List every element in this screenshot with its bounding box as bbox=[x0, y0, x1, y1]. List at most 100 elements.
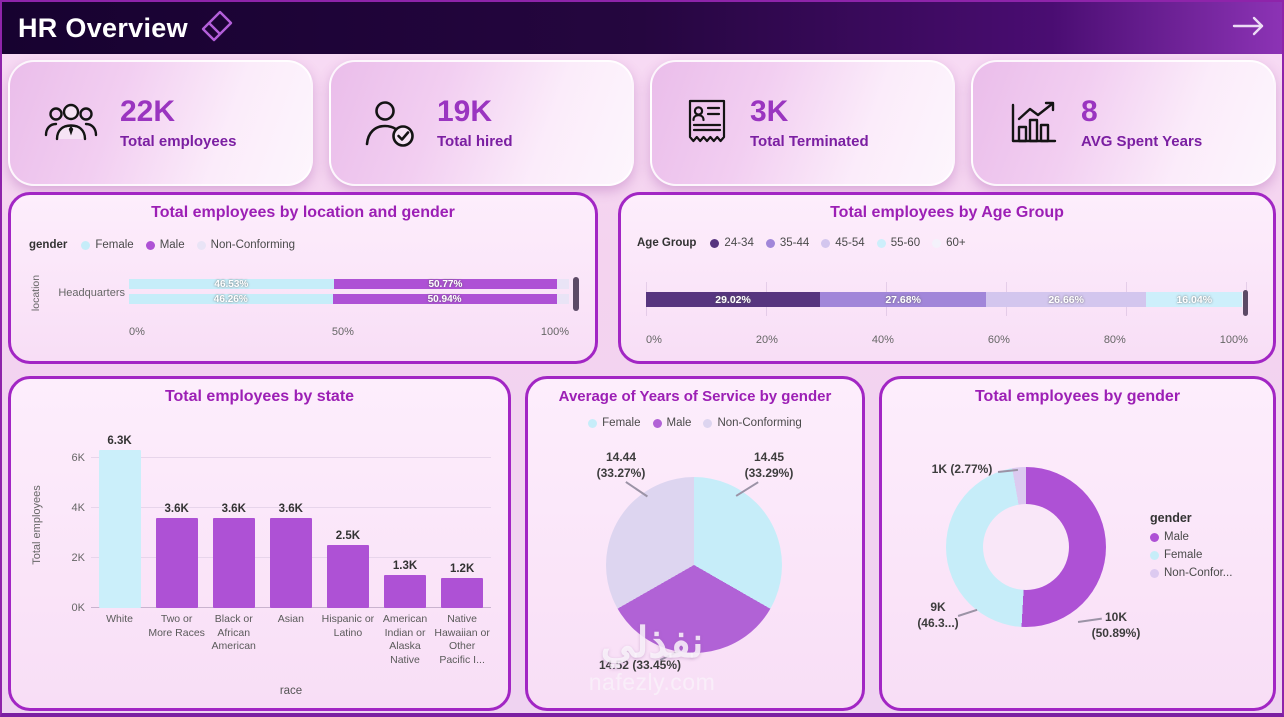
x-tick: 60% bbox=[987, 334, 1010, 346]
donut-chart[interactable] bbox=[946, 467, 1106, 627]
legend: Female Male Non-Conforming bbox=[528, 417, 862, 429]
stacked-bar[interactable]: 29.02% 27.68% 26.66% 16.04% bbox=[646, 292, 1246, 307]
chart-panel-location-gender: Total employees by location and gender g… bbox=[8, 192, 598, 364]
legend-dot-icon bbox=[876, 238, 886, 248]
legend-item-non-conforming[interactable]: Non-Conforming bbox=[196, 239, 295, 251]
legend-title: gender bbox=[1150, 511, 1192, 525]
bar-column-hispanic-or-latino: 2.5K bbox=[319, 530, 376, 608]
bar[interactable] bbox=[441, 578, 484, 608]
kpi-card-total-hired[interactable]: 19K Total hired bbox=[329, 60, 634, 186]
legend-item-45-54[interactable]: 45-54 bbox=[821, 237, 865, 249]
person-check-icon bbox=[363, 98, 417, 148]
legend-item-male[interactable]: Male bbox=[652, 417, 691, 429]
kpi-label: Total employees bbox=[120, 132, 237, 150]
kpi-card-total-employees[interactable]: 22K Total employees bbox=[8, 60, 313, 186]
callout-value: 14.45 bbox=[753, 450, 785, 464]
bar-segment-label: 46.53% bbox=[214, 278, 249, 290]
legend-label: 60+ bbox=[946, 237, 966, 249]
kpi-row: 22K Total employees 19K Total hired bbox=[8, 60, 1276, 186]
legend-item-male[interactable]: Male bbox=[1150, 531, 1232, 543]
legend-item-non-conforming[interactable]: Non-Conforming bbox=[703, 417, 802, 429]
legend-label: 45-54 bbox=[835, 237, 865, 249]
legend-dot-icon bbox=[1150, 568, 1159, 578]
legend-label: 55-60 bbox=[890, 237, 921, 249]
middle-row: Total employees by location and gender g… bbox=[8, 192, 1276, 364]
callout-percent: (33.45%) bbox=[632, 658, 682, 672]
kpi-card-total-terminated[interactable]: 3K Total Terminated bbox=[650, 60, 955, 186]
legend: Age Group 24-34 35-44 45-54 55-60 60+ bbox=[637, 237, 966, 249]
x-tick: 100% bbox=[1219, 334, 1248, 346]
bar-segment-female[interactable]: 46.26% bbox=[129, 294, 333, 305]
bar-segment-label: 50.94% bbox=[427, 293, 462, 305]
legend-item-24-34[interactable]: 24-34 bbox=[710, 237, 754, 249]
kpi-text: 8 AVG Spent Years bbox=[1081, 96, 1203, 150]
bar-column-american-indian-or-alaska-native: 1.3K bbox=[376, 560, 433, 608]
legend-item-55-60[interactable]: 55-60 bbox=[876, 237, 921, 249]
bar[interactable] bbox=[326, 545, 369, 608]
x-axis-ticks: 0% 50% 100% bbox=[129, 326, 569, 338]
pie-chart[interactable] bbox=[606, 477, 782, 653]
stacked-bar-plot: 46.53% 50.77% 46.26% 50.94% bbox=[129, 279, 569, 309]
bar-segment-non-conforming[interactable] bbox=[556, 294, 569, 304]
category-label: White bbox=[106, 613, 133, 625]
bar-segment-35-44[interactable]: 27.68% bbox=[820, 292, 987, 307]
category-label: Black or African American bbox=[211, 613, 256, 653]
bar-value-label: 3.6K bbox=[164, 503, 189, 515]
callout-percent: (46.3...) bbox=[917, 616, 959, 631]
category-label: Hispanic or Latino bbox=[321, 613, 375, 639]
stacked-bar[interactable]: 46.53% 50.77% bbox=[129, 278, 569, 290]
legend-item-non-confor[interactable]: Non-Confor... bbox=[1150, 567, 1232, 579]
bar-segment-female[interactable]: 46.53% bbox=[129, 278, 334, 290]
callout-percent: (33.29%) bbox=[744, 466, 794, 481]
bar-segment-label: 27.68% bbox=[885, 293, 921, 306]
legend-dot-icon bbox=[1150, 532, 1159, 542]
kpi-text: 22K Total employees bbox=[120, 96, 237, 150]
bar[interactable] bbox=[98, 450, 141, 608]
legend-dot-icon bbox=[932, 238, 942, 248]
donut-callout-female: 9K (46.3...) bbox=[900, 599, 976, 631]
legend-dot-icon bbox=[1150, 550, 1159, 560]
legend-label: Male bbox=[1164, 531, 1189, 543]
scrollbar[interactable] bbox=[573, 277, 579, 311]
bar[interactable] bbox=[212, 518, 255, 608]
legend-item-35-44[interactable]: 35-44 bbox=[765, 237, 809, 249]
legend-item-female[interactable]: Female bbox=[588, 417, 641, 429]
bar-segment-24-34[interactable]: 29.02% bbox=[646, 292, 821, 307]
y-tick: 0K bbox=[71, 602, 85, 614]
stacked-bar[interactable]: 46.26% 50.94% bbox=[129, 293, 569, 305]
legend-item-female[interactable]: Female bbox=[81, 239, 134, 251]
legend-item-male[interactable]: Male bbox=[145, 239, 185, 251]
bar-segment-label: 29.02% bbox=[715, 293, 751, 306]
scrollbar[interactable] bbox=[1243, 290, 1248, 316]
bar[interactable] bbox=[269, 518, 312, 608]
legend-title: gender bbox=[29, 239, 68, 251]
chart-panel-age-group: Total employees by Age Group Age Group 24… bbox=[618, 192, 1276, 364]
chart-title: Total employees by Age Group bbox=[830, 204, 1064, 221]
bar[interactable] bbox=[155, 518, 198, 608]
callout-value: 14.52 bbox=[598, 658, 629, 672]
bar-segment-non-conforming[interactable] bbox=[557, 279, 569, 289]
bar-value-label: 6.3K bbox=[107, 435, 132, 447]
bar[interactable] bbox=[384, 575, 427, 608]
legend-label: Female bbox=[95, 239, 134, 251]
kpi-card-avg-spent-years[interactable]: 8 AVG Spent Years bbox=[971, 60, 1276, 186]
kpi-value: 19K bbox=[437, 94, 493, 128]
legend-dot-icon bbox=[703, 418, 713, 428]
kpi-label: Total hired bbox=[437, 132, 513, 150]
x-tick: 0% bbox=[129, 326, 145, 338]
y-tick: 4K bbox=[71, 502, 85, 514]
forward-arrow-icon[interactable] bbox=[1232, 15, 1266, 42]
bar-segment-male[interactable]: 50.77% bbox=[333, 279, 558, 290]
legend-item-60[interactable]: 60+ bbox=[932, 237, 966, 249]
bar-segment-55-60[interactable]: 16.04% bbox=[1146, 292, 1243, 307]
bar-segment-male[interactable]: 50.94% bbox=[332, 293, 557, 305]
bar-column-black-or-african-american: 3.6K bbox=[205, 503, 262, 608]
kpi-label: AVG Spent Years bbox=[1081, 132, 1203, 150]
callout-value: 14.44 bbox=[605, 450, 637, 464]
legend-dot-icon bbox=[81, 240, 91, 250]
gridline bbox=[91, 457, 491, 458]
bar-segment-45-54[interactable]: 26.66% bbox=[986, 292, 1147, 307]
legend-item-female[interactable]: Female bbox=[1150, 549, 1232, 561]
x-axis-label: race bbox=[279, 685, 303, 697]
legend: gender Female Male Non-Conforming bbox=[29, 239, 295, 251]
